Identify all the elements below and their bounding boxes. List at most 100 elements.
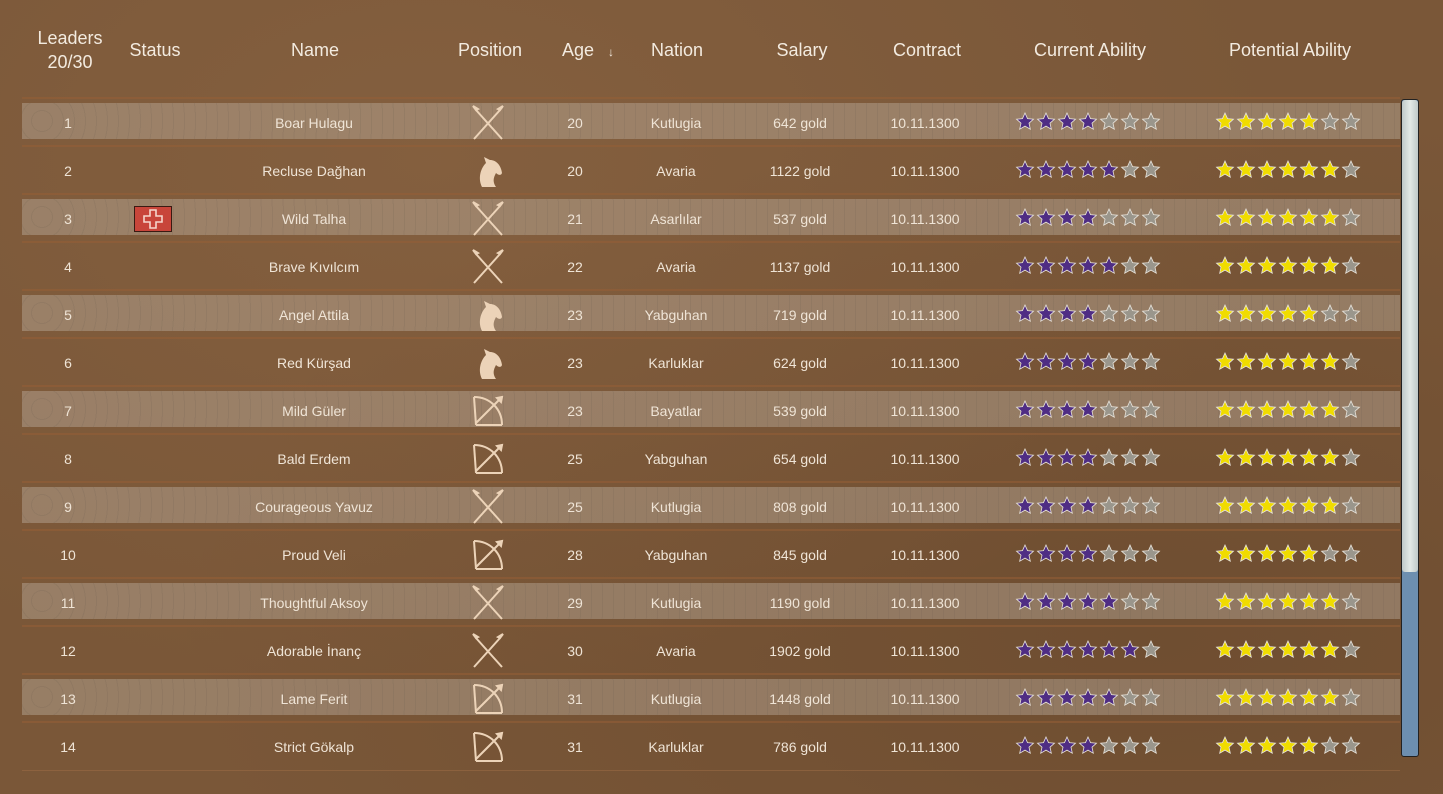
scrollbar-thumb[interactable]: [1402, 100, 1418, 573]
star-icon: [1120, 208, 1140, 231]
star-icon: [1341, 160, 1361, 183]
star-icon: [1057, 112, 1077, 135]
cell-age: 29: [567, 595, 583, 611]
star-icon: [1215, 256, 1235, 279]
star-icon: [1057, 544, 1077, 567]
spears-icon: [470, 489, 506, 525]
star-icon: [1099, 496, 1119, 519]
star-icon: [1120, 688, 1140, 711]
table-row[interactable]: 1 Boar Hulagu 20 Kutlugia 642 gold 10.11.1300: [22, 97, 1400, 145]
star-icon: [1236, 208, 1256, 231]
star-icon: [1236, 736, 1256, 759]
star-icon: [1099, 160, 1119, 183]
star-icon: [1341, 448, 1361, 471]
cell-contract: 10.11.1300: [890, 499, 960, 515]
table-row[interactable]: 10 Proud Veli 28 Yabguhan 845 gold 10.11.1300: [22, 529, 1400, 577]
star-icon: [1120, 256, 1140, 279]
star-icon: [1078, 592, 1098, 615]
sort-down-icon: ↓: [608, 45, 615, 59]
star-icon: [1015, 112, 1035, 135]
table-row[interactable]: 7 Mild Güler 23 Bayatlar 539 gold 10.11.1300: [22, 385, 1400, 433]
cell-age: 21: [567, 211, 583, 227]
header-current-ability[interactable]: Current Ability: [1033, 40, 1147, 60]
table-row[interactable]: 14 Strict Gökalp 31 Karluklar 786 gold 10.11.…: [22, 721, 1400, 769]
header-status[interactable]: Status: [129, 40, 181, 60]
row-band: [22, 391, 1400, 427]
star-icon: [1257, 448, 1277, 471]
star-icon: [1215, 640, 1235, 663]
spears-icon: [470, 585, 506, 621]
cell-name: Thoughtful Aksoy: [260, 595, 368, 611]
star-icon: [1215, 304, 1235, 327]
cell-contract: 10.11.1300: [890, 355, 960, 371]
table-row[interactable]: 5 Angel Attila 23 Yabguhan 719 gold 10.11.130…: [22, 289, 1400, 337]
cell-contract: 10.11.1300: [890, 403, 960, 419]
star-icon: [1015, 688, 1035, 711]
star-icon: [1057, 208, 1077, 231]
header-salary[interactable]: Salary: [776, 40, 828, 60]
injury-icon[interactable]: [134, 206, 172, 232]
spears-icon: [470, 105, 506, 141]
star-icon: [1299, 688, 1319, 711]
cell-nation: Bayatlar: [650, 403, 702, 419]
cell-num: 13: [60, 691, 76, 707]
current-ability-stars: [1015, 736, 1161, 759]
table-row[interactable]: 6 Red Kürşad 23 Karluklar 624 gold 10.11.1300: [22, 337, 1400, 385]
star-icon: [1236, 496, 1256, 519]
current-ability-stars: [1015, 640, 1161, 663]
table-row[interactable]: 2 Recluse Dağhan 20 Avaria 1122 gold 10.11.13…: [22, 145, 1400, 193]
star-icon: [1299, 160, 1319, 183]
table-row[interactable]: 8 Bald Erdem 25 Yabguhan 654 gold 10.11.1300: [22, 433, 1400, 481]
star-icon: [1141, 736, 1161, 759]
star-icon: [1257, 400, 1277, 423]
divider: [22, 770, 1400, 771]
cell-contract: 10.11.1300: [890, 547, 960, 563]
star-icon: [1257, 688, 1277, 711]
star-icon: [1320, 400, 1340, 423]
star-icon: [1278, 112, 1298, 135]
row-band: [22, 487, 1400, 523]
cell-contract: 10.11.1300: [890, 115, 960, 131]
table-row[interactable]: 4 Brave Kıvılcım 22 Avaria 1137 gold 10.11.13…: [22, 241, 1400, 289]
header-position[interactable]: Position: [457, 40, 523, 60]
star-icon: [1078, 304, 1098, 327]
star-icon: [1341, 592, 1361, 615]
star-icon: [1257, 352, 1277, 375]
star-icon: [1215, 688, 1235, 711]
cell-salary: 1902 gold: [769, 643, 831, 659]
star-icon: [1120, 544, 1140, 567]
current-ability-stars: [1015, 448, 1161, 471]
table-row[interactable]: 9 Courageous Yavuz 25 Kutlugia 808 gold 10.11…: [22, 481, 1400, 529]
star-icon: [1299, 352, 1319, 375]
star-icon: [1320, 592, 1340, 615]
cell-age: 23: [567, 403, 583, 419]
star-icon: [1036, 448, 1056, 471]
cell-contract: 10.11.1300: [890, 307, 960, 323]
table-row[interactable]: 11 Thoughtful Aksoy 29 Kutlugia 1190 gold 10.…: [22, 577, 1400, 625]
star-icon: [1099, 544, 1119, 567]
cell-contract: 10.11.1300: [890, 595, 960, 611]
scrollbar[interactable]: [1401, 99, 1419, 757]
star-icon: [1078, 352, 1098, 375]
header-potential-ability[interactable]: Potential Ability: [1228, 40, 1352, 60]
star-icon: [1236, 688, 1256, 711]
table-row[interactable]: 13 Lame Ferit 31 Kutlugia 1448 gold 10.11.130…: [22, 673, 1400, 721]
star-icon: [1036, 688, 1056, 711]
cell-nation: Kutlugia: [650, 691, 702, 707]
star-icon: [1257, 640, 1277, 663]
star-icon: [1015, 208, 1035, 231]
star-icon: [1099, 112, 1119, 135]
cell-name: Boar Hulagu: [275, 115, 353, 131]
star-icon: [1036, 160, 1056, 183]
star-icon: [1015, 736, 1035, 759]
star-icon: [1099, 640, 1119, 663]
potential-ability-stars: [1215, 400, 1361, 423]
header-leaders[interactable]: Leaders 20/30: [37, 26, 102, 74]
table-row[interactable]: 3 Wild Talha 21 Asarlılar 537 gold 10.11.1300: [22, 193, 1400, 241]
header-contract[interactable]: Contract: [892, 40, 962, 60]
table-row[interactable]: 12 Adorable İnanç 30 Avaria 1902 gold 10.11.1…: [22, 625, 1400, 673]
header-name[interactable]: Name: [290, 40, 340, 60]
potential-ability-stars: [1215, 688, 1361, 711]
header-nation[interactable]: Nation: [650, 40, 704, 60]
header-age[interactable]: Age ↓: [562, 38, 614, 64]
